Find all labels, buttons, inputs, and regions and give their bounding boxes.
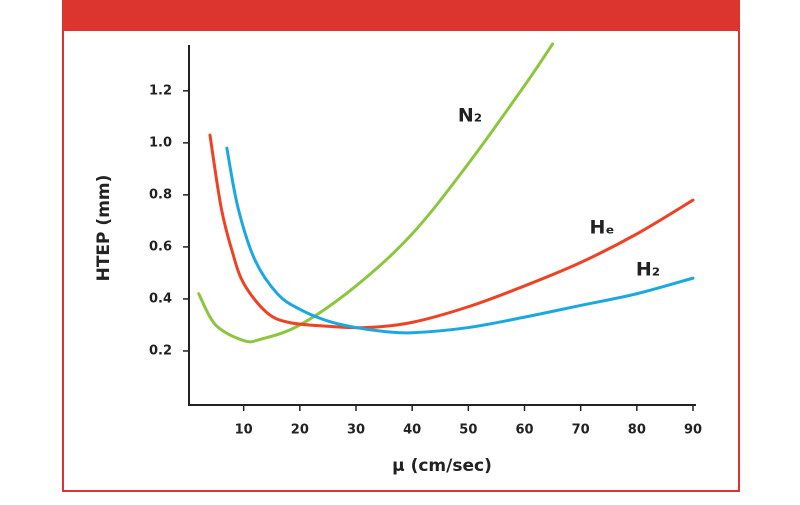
y-tick-label: 1.0	[149, 135, 172, 150]
x-tick-label: 90	[684, 423, 702, 438]
header-bar	[62, 0, 740, 30]
x-tick-label: 30	[347, 423, 365, 438]
x-tick-label: 70	[572, 423, 590, 438]
curve	[197, 42, 555, 344]
x-tick-label: 40	[403, 423, 421, 438]
y-tick-label: 1.2	[149, 83, 172, 98]
y-axis-title: HTEP (mm)	[94, 175, 114, 282]
curve	[225, 146, 695, 335]
x-axis-title: μ (cm/sec)	[392, 456, 492, 476]
x-tick-label: 50	[459, 423, 477, 438]
y-tick-label: 0.8	[149, 187, 172, 202]
y-tick-label: 0.6	[149, 239, 172, 254]
curve-label: Hₑ	[589, 217, 614, 239]
y-tick-label: 0.2	[149, 343, 172, 358]
x-tick-label: 80	[628, 423, 646, 438]
curve	[208, 133, 695, 330]
frame	[62, 29, 740, 492]
x-tick-label: 60	[515, 423, 533, 438]
curve-label: N₂	[458, 105, 482, 127]
x-tick-label: 10	[235, 423, 253, 438]
y-tick-label: 0.4	[149, 291, 172, 306]
curve-label: H₂	[636, 259, 660, 281]
x-tick-label: 20	[291, 423, 309, 438]
